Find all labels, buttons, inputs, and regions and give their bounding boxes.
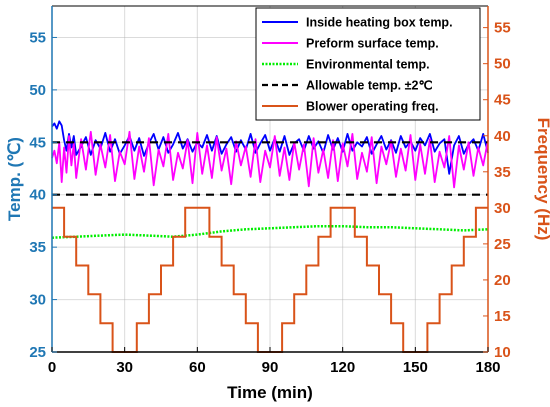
x-axis-label: Time (min) [227, 383, 313, 402]
x-tick-label: 30 [116, 359, 133, 376]
y-right-tick-label: 10 [494, 344, 511, 361]
y-right-tick-label: 50 [494, 56, 511, 73]
y-left-tick-label: 50 [29, 82, 46, 99]
x-tick-label: 180 [475, 359, 500, 376]
legend-label: Environmental temp. [306, 58, 430, 72]
y-right-tick-label: 55 [494, 20, 511, 37]
x-tick-label: 90 [262, 359, 279, 376]
x-tick-label: 120 [330, 359, 355, 376]
legend-label: Allowable temp. ±2℃ [306, 79, 432, 93]
legend-item: Allowable temp. ±2℃ [262, 79, 432, 93]
y-left-tick-label: 40 [29, 187, 46, 204]
x-tick-label: 150 [403, 359, 428, 376]
y-left-tick-label: 35 [29, 239, 46, 256]
series-line [51, 224, 489, 239]
y-right-tick-label: 15 [494, 308, 511, 325]
axes: 0 30 60 90 120 150 180 25 30 35 40 45 50 55 10 15 20 25 30… [5, 5, 550, 402]
legend-item: Preform surface temp. [262, 37, 439, 51]
y-left-tick-label: 45 [29, 134, 46, 151]
y-left-tick-label: 55 [29, 29, 46, 46]
y-right-tick-label: 35 [494, 164, 511, 181]
y-left-tick-label: 30 [29, 292, 46, 309]
y-left-tick-label: 25 [29, 344, 46, 361]
y-right-tick-label: 25 [494, 236, 511, 253]
legend-item: Blower operating freq. [262, 100, 439, 114]
y-right-tick-label: 40 [494, 128, 511, 145]
y-left-axis-label: Temp. (℃) [5, 137, 24, 221]
series-line [51, 130, 489, 189]
legend: Inside heating box temp. Preform surface … [255, 7, 481, 121]
legend-label: Preform surface temp. [306, 37, 439, 51]
series-2 [51, 224, 489, 239]
legend-box [255, 7, 481, 121]
y-right-tick-label: 45 [494, 92, 511, 109]
y-right-axis-label: Frequency (Hz) [534, 118, 550, 241]
legend-label: Blower operating freq. [306, 100, 439, 114]
legend-item: Inside heating box temp. [262, 16, 453, 30]
y-right-tick-label: 20 [494, 272, 511, 289]
series-3 [52, 141, 488, 196]
x-tick-label: 0 [48, 359, 56, 376]
y-right-tick-label: 30 [494, 200, 511, 217]
series-1 [51, 130, 489, 189]
legend-label: Inside heating box temp. [306, 16, 453, 30]
x-tick-label: 60 [189, 359, 206, 376]
legend-item: Environmental temp. [262, 58, 430, 72]
